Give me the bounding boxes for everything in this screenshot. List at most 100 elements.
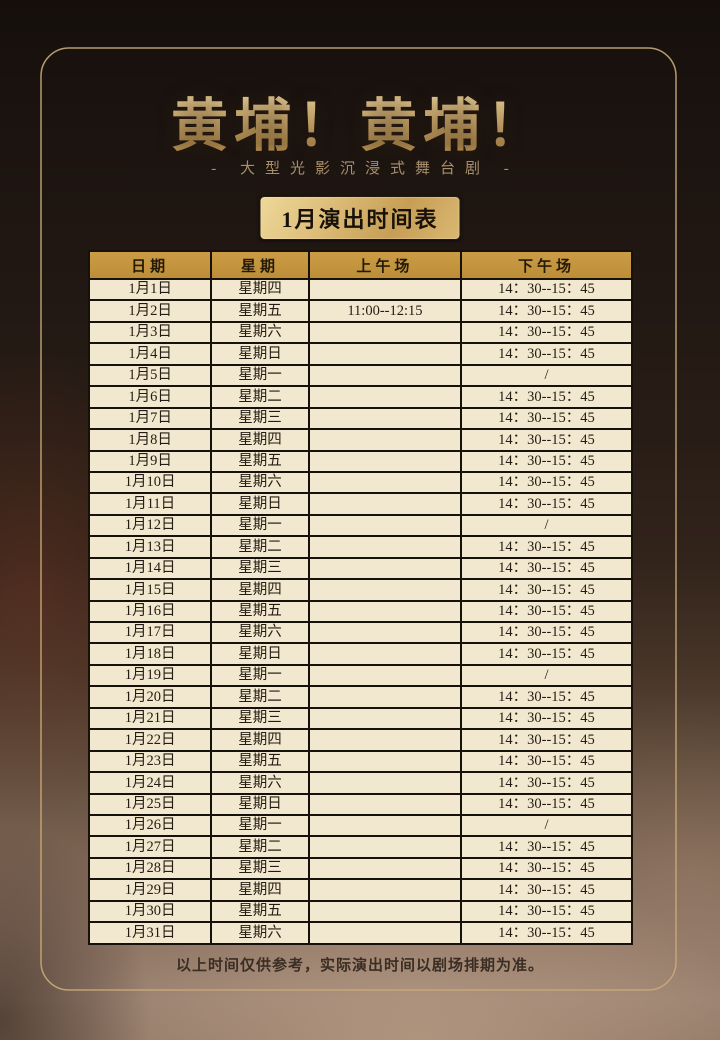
schedule-row: 1月28日 星期三 14：30--15：45 [87,856,634,881]
date-cell: 1月19日 [87,663,213,688]
afternoon-cell: 14：30--15：45 [459,342,634,366]
col-header-afternoon: 下午场 [459,250,634,280]
morning-cell [307,492,462,516]
afternoon-cell: 14：30--15：45 [459,556,634,581]
afternoon-cell: 14：30--15：45 [459,642,634,666]
date-cell: 1月18日 [87,642,213,666]
date-cell: 1月27日 [87,835,213,859]
afternoon-cell: 14：30--15：45 [459,749,634,774]
morning-cell [307,706,462,731]
afternoon-cell: 14：30--15：45 [459,620,634,645]
schedule-row: 1月11日 星期日 14：30--15：45 [87,492,634,516]
weekday-cell: 星期日 [210,792,310,816]
date-cell: 1月9日 [87,449,213,473]
morning-cell [307,470,462,495]
afternoon-cell: / [459,663,634,688]
afternoon-cell: 14：30--15：45 [459,492,634,516]
weekday-cell: 星期三 [210,706,310,731]
afternoon-cell: 14：30--15：45 [459,299,634,323]
afternoon-cell: / [459,813,634,838]
morning-cell [307,728,462,752]
date-cell: 1月7日 [87,406,213,431]
date-cell: 1月10日 [87,470,213,495]
morning-cell [307,663,462,688]
schedule-row: 1月17日 星期六 14：30--15：45 [87,620,634,645]
afternoon-cell: 14：30--15：45 [459,792,634,816]
date-cell: 1月11日 [87,492,213,516]
afternoon-cell: 14：30--15：45 [459,856,634,881]
afternoon-cell: 14：30--15：45 [459,535,634,559]
afternoon-cell: 14：30--15：45 [459,921,634,945]
schedule-table: 日期 星期 上午场 下午场 1月1日 星期四 14：30--15：45 1月2日 星期五… [87,250,634,945]
col-header-morning: 上午场 [307,250,462,280]
afternoon-cell: 14：30--15：45 [459,449,634,473]
morning-cell [307,342,462,366]
schedule-table-head: 日期 星期 上午场 下午场 [87,250,634,280]
afternoon-cell: 14：30--15：45 [459,470,634,495]
weekday-cell: 星期四 [210,728,310,752]
schedule-row: 1月16日 星期五 14：30--15：45 [87,599,634,624]
weekday-cell: 星期五 [210,599,310,624]
morning-cell [307,813,462,838]
weekday-cell: 星期六 [210,771,310,795]
col-header-date: 日期 [87,250,213,280]
date-cell: 1月8日 [87,428,213,452]
afternoon-cell: / [459,363,634,388]
weekday-cell: 星期五 [210,449,310,473]
schedule-row: 1月1日 星期四 14：30--15：45 [87,277,634,302]
date-cell: 1月30日 [87,899,213,924]
schedule-month-badge: 1月演出时间表 [259,196,461,240]
weekday-cell: 星期三 [210,556,310,581]
schedule-row: 1月23日 星期五 14：30--15：45 [87,749,634,774]
morning-cell [307,921,462,945]
date-cell: 1月5日 [87,363,213,388]
weekday-cell: 星期一 [210,513,310,538]
morning-cell [307,771,462,795]
date-cell: 1月22日 [87,728,213,752]
date-cell: 1月28日 [87,856,213,881]
schedule-row: 1月21日 星期三 14：30--15：45 [87,706,634,731]
afternoon-cell: 14：30--15：45 [459,728,634,752]
schedule-row: 1月27日 星期二 14：30--15：45 [87,835,634,859]
show-title: 黄埔！黄埔！ [0,80,720,162]
weekday-cell: 星期五 [210,899,310,924]
date-cell: 1月26日 [87,813,213,838]
morning-cell [307,277,462,302]
schedule-row: 1月3日 星期六 14：30--15：45 [87,320,634,345]
morning-cell [307,792,462,816]
schedule-row: 1月30日 星期五 14：30--15：45 [87,899,634,924]
morning-cell [307,642,462,666]
morning-cell [307,599,462,624]
weekday-cell: 星期六 [210,320,310,345]
afternoon-cell: 14：30--15：45 [459,578,634,602]
weekday-cell: 星期一 [210,813,310,838]
date-cell: 1月15日 [87,578,213,602]
afternoon-cell: 14：30--15：45 [459,899,634,924]
weekday-cell: 星期日 [210,492,310,516]
weekday-cell: 星期日 [210,342,310,366]
morning-cell [307,856,462,881]
weekday-cell: 星期六 [210,921,310,945]
weekday-cell: 星期三 [210,856,310,881]
morning-cell [307,878,462,902]
afternoon-cell: 14：30--15：45 [459,685,634,709]
afternoon-cell: 14：30--15：45 [459,771,634,795]
morning-cell [307,320,462,345]
morning-cell [307,749,462,774]
weekday-cell: 星期二 [210,835,310,859]
morning-cell [307,363,462,388]
morning-cell: 11:00--12:15 [307,299,462,323]
morning-cell [307,578,462,602]
morning-cell [307,513,462,538]
schedule-row: 1月19日 星期一 / [87,663,634,688]
date-cell: 1月6日 [87,385,213,409]
schedule-row: 1月10日 星期六 14：30--15：45 [87,470,634,495]
morning-cell [307,406,462,431]
afternoon-cell: 14：30--15：45 [459,428,634,452]
weekday-cell: 星期五 [210,749,310,774]
date-cell: 1月12日 [87,513,213,538]
afternoon-cell: 14：30--15：45 [459,706,634,731]
weekday-cell: 星期二 [210,685,310,709]
morning-cell [307,535,462,559]
